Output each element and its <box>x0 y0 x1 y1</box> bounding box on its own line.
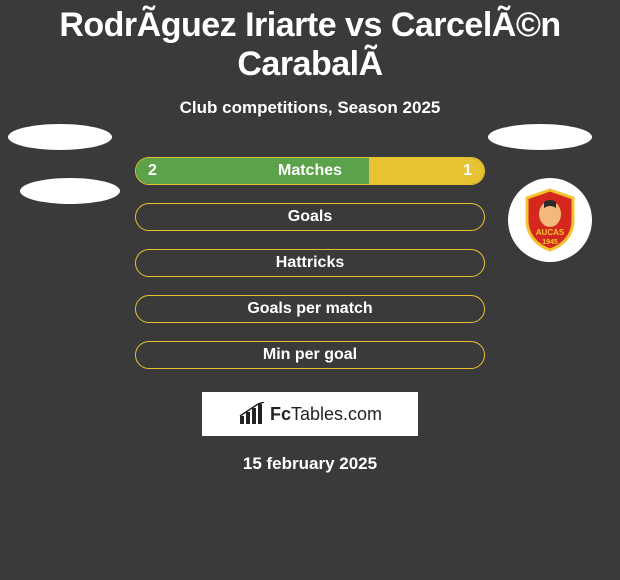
shield-icon: AUCAS 1945 <box>521 188 579 252</box>
comparison-card: RodrÃ­guez Iriarte vs CarcelÃ©n CarabalÃ… <box>0 0 620 580</box>
date-label: 15 february 2025 <box>0 454 620 474</box>
stat-bar: Hattricks <box>135 249 485 277</box>
stat-row: Min per goal <box>0 332 620 378</box>
stat-label: Goals <box>288 208 332 226</box>
stat-bar: Min per goal <box>135 341 485 369</box>
stat-value-left: 2 <box>148 162 157 180</box>
logo-rest: Tables.com <box>291 404 382 424</box>
svg-text:1945: 1945 <box>542 239 558 246</box>
stat-label: Min per goal <box>263 346 357 364</box>
svg-text:AUCAS: AUCAS <box>536 228 565 237</box>
player-avatar-placeholder <box>8 124 112 150</box>
page-title: RodrÃ­guez Iriarte vs CarcelÃ©n CarabalÃ… <box>0 0 620 84</box>
stat-row: Goals per match <box>0 286 620 332</box>
stat-label: Matches <box>278 162 342 180</box>
stat-label: Hattricks <box>276 254 344 272</box>
page-subtitle: Club competitions, Season 2025 <box>0 98 620 118</box>
stat-label: Goals per match <box>247 300 372 318</box>
stat-value-right: 1 <box>463 162 472 180</box>
player-avatar-placeholder <box>20 178 120 204</box>
stat-bar: Goals per match <box>135 295 485 323</box>
stat-bar: Matches 2 1 <box>135 157 485 185</box>
logo-prefix: Fc <box>270 404 291 424</box>
club-badge: AUCAS 1945 <box>508 178 592 262</box>
barchart-icon <box>238 402 266 426</box>
fctables-logo: FcTables.com <box>202 392 418 436</box>
logo-text: FcTables.com <box>270 404 382 425</box>
player-avatar-placeholder <box>488 124 592 150</box>
stat-bar: Goals <box>135 203 485 231</box>
